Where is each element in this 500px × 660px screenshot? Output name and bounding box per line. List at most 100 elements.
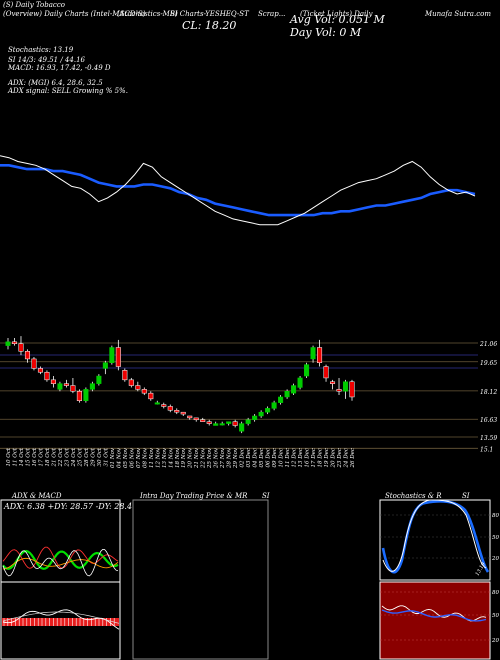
stoch-tick-label: 80 (492, 513, 499, 519)
date-tick-label: 28 Nov (227, 447, 233, 469)
candle-body (161, 404, 167, 407)
candle-body (265, 408, 271, 413)
close-price-label: CL: 18.20 (182, 19, 237, 32)
date-tick-label: 16 Dec (305, 448, 311, 468)
stochastics-label: Stochastics: 13.19 (8, 46, 74, 54)
price-level-label: 19.65 (480, 360, 497, 367)
candle-body (148, 392, 154, 400)
candle-body (11, 341, 18, 344)
date-tick-label: 18 Nov (175, 447, 181, 468)
candle-body (200, 419, 206, 422)
candle-body (44, 371, 50, 381)
date-tick-label: 26 Dec (350, 448, 356, 469)
date-tick-label: 24 Dec (344, 448, 350, 469)
candle-body (96, 375, 102, 384)
si-line (381, 605, 487, 622)
date-tick-label: 18 Oct (45, 447, 51, 466)
candle-body (109, 347, 115, 363)
adx-minus-di-line (2, 546, 119, 569)
date-tick-label: 28 Oct (84, 447, 90, 467)
candle-body (102, 362, 108, 369)
candle-body (5, 341, 11, 346)
candle-body (83, 389, 89, 402)
date-tick-label: 03 Dec (246, 448, 252, 468)
date-tick-label: 20 Dec (331, 448, 337, 469)
candle-body (37, 368, 43, 373)
date-tick-label: 19 Dec (324, 448, 330, 468)
stoch-d-line (382, 499, 487, 572)
date-tick-label: 25 Oct (77, 447, 83, 467)
header-label-6: (Ticket Lights) Daily (300, 10, 373, 18)
candle-body (226, 421, 232, 424)
date-tick-label: 02 Dec (240, 448, 246, 468)
date-tick-label: 10 Dec (279, 448, 285, 468)
adx-plus-di-line (2, 549, 119, 570)
candle-body (336, 389, 342, 392)
adx-signal-label: ADX signal: SELL Growing % 5%. (8, 87, 128, 95)
date-tick-label: 04 Dec (253, 448, 259, 468)
date-tick-label: 08 Nov (142, 447, 148, 468)
header-label-3: (Stochastics-MB) (117, 10, 178, 18)
header-label-7: Munafa Sutra.com (425, 10, 491, 18)
date-tick-label: 05 Dec (259, 448, 265, 468)
candle-body (317, 347, 323, 363)
date-tick-label: 06 Nov (129, 447, 135, 468)
candle-body (349, 381, 355, 398)
date-tick-label: 29 Oct (90, 447, 96, 467)
adx-panel-title: ADX & MACD (12, 492, 62, 500)
candle-body (284, 391, 290, 398)
date-tick-label: 17 Oct (38, 447, 44, 466)
intra-day-panel (132, 499, 269, 660)
candle-body (135, 385, 141, 390)
candle-body (174, 410, 180, 413)
date-tick-label: 11 Dec (285, 448, 291, 468)
candle-body (18, 343, 24, 352)
candle-body (297, 377, 303, 388)
candle-body (89, 383, 95, 390)
si-tick-label: 50 (492, 613, 499, 619)
date-tick-label: 22 Nov (201, 447, 207, 469)
candle-body (239, 423, 245, 432)
candle-body (70, 385, 76, 392)
stoch-tick-label: 20 (491, 556, 499, 562)
adx-white-line (2, 548, 119, 577)
candle-body (128, 379, 134, 386)
si-tick-label: 20 (491, 638, 499, 644)
candle-body (232, 421, 238, 426)
day-volume-label: Day Vol: 0 M (290, 26, 362, 39)
stoch-value-label: 13.19 (475, 561, 488, 577)
candle-body (278, 396, 284, 403)
stoch-panel-title: Stochastics & R (385, 492, 442, 500)
adx-values-label: ADX: 6.38 +DY: 28.57 -DY: 28.47 (3, 502, 138, 511)
price-level-label: 21.06 (479, 341, 497, 348)
adx-line (2, 557, 119, 570)
candle-body (258, 411, 264, 417)
date-tick-label: 23 Oct (64, 447, 70, 467)
si-panel (379, 581, 491, 660)
header-label-5: Scrap... (258, 10, 286, 18)
price-level-label: 13.59 (480, 435, 497, 442)
date-tick-label: 05 Nov (123, 447, 129, 468)
date-tick-label: 12 Dec (292, 448, 298, 468)
date-tick-label: 21 Oct (51, 447, 57, 467)
candle-body (63, 383, 69, 386)
date-tick-label: 11 Nov (149, 447, 155, 468)
date-tick-label: 27 Nov (220, 447, 226, 469)
candle-body (57, 383, 63, 390)
si-signal-line (381, 609, 487, 622)
date-tick-label: 12 Nov (155, 447, 161, 468)
candle-body (31, 358, 37, 369)
price-level-label: 16.63 (480, 417, 497, 424)
stoch-tick-label: 50 (492, 535, 499, 541)
candle-body (141, 389, 147, 394)
date-tick-label: 26 Nov (214, 447, 220, 469)
candle-body (310, 347, 316, 360)
macd-signal-line (2, 611, 120, 624)
date-tick-label: 25 Nov (207, 447, 213, 469)
adx-base (2, 545, 119, 581)
si-tick-label: 80 (492, 590, 499, 596)
header-label-2: (Overview) Daily Charts (Intel-MACD-S) (3, 10, 146, 18)
candle-body (187, 415, 193, 419)
date-tick-label: 14 Nov (168, 447, 174, 468)
date-tick-label: 21 Nov (194, 447, 200, 469)
